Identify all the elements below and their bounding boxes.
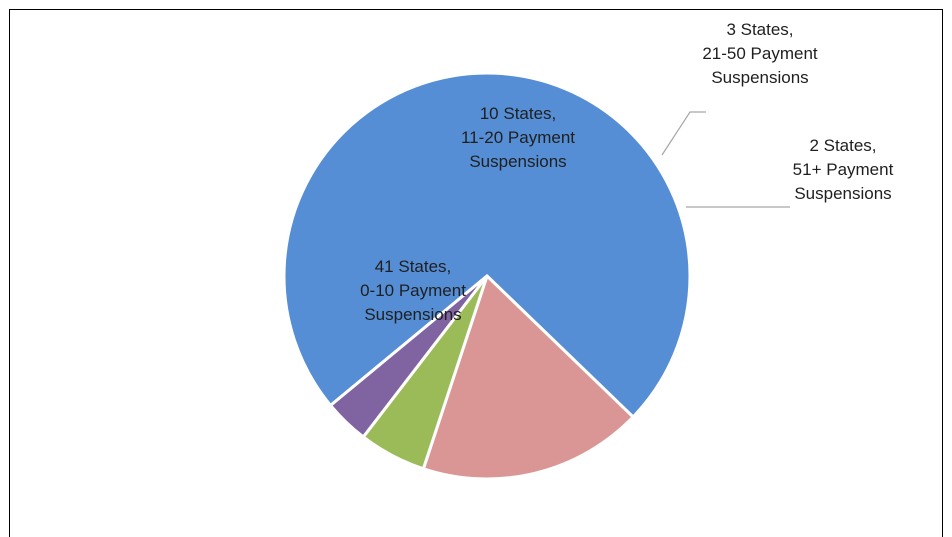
slice-label-1: 41 States, 0-10 Payment Suspensions: [360, 257, 466, 324]
slice-label-2: 10 States, 11-20 Payment Suspensions: [461, 104, 575, 171]
slice-label-line: 3 States,: [726, 20, 793, 39]
slice-label-line: 0-10 Payment: [360, 281, 466, 300]
slice-label-3: 3 States, 21-50 Payment Suspensions: [702, 20, 818, 87]
pie-slice-1: [282, 71, 692, 419]
chart-border: [9, 9, 943, 537]
slice-label-line: 10 States,: [480, 104, 557, 123]
slice-label-line: 11-20 Payment: [461, 128, 575, 147]
slice-label-line: 51+ Payment: [793, 160, 894, 179]
pie-slice-2: [421, 274, 635, 481]
slice-label-line: Suspensions: [364, 305, 461, 324]
slice-label-line: Suspensions: [794, 184, 891, 203]
leader-lines: [661, 111, 790, 208]
slice-label-line: 41 States,: [375, 257, 452, 276]
slice-label-line: 2 States,: [809, 136, 876, 155]
slice-label-4: 2 States, 51+ Payment Suspensions: [793, 136, 894, 203]
leader-line-3: [661, 111, 706, 156]
pie-slices: [282, 71, 692, 481]
slice-label-line: 21-50 Payment: [702, 44, 818, 63]
slice-label-line: Suspensions: [711, 68, 808, 87]
slice-label-line: Suspensions: [469, 152, 566, 171]
pie-slice-4: [329, 274, 489, 439]
